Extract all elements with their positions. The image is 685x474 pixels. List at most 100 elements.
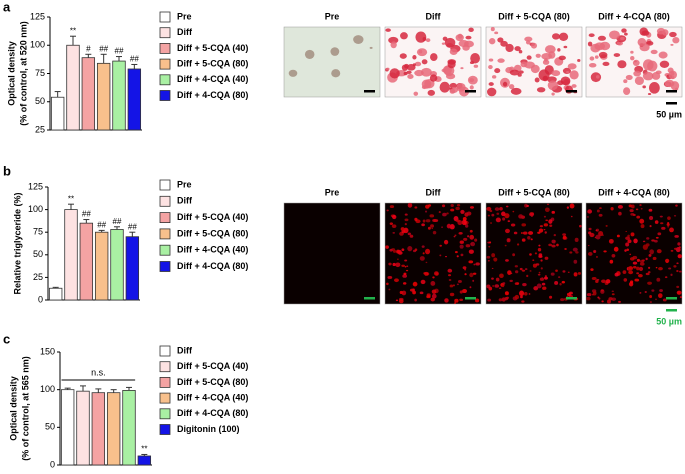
cell xyxy=(519,267,523,271)
cell xyxy=(624,249,627,252)
cell xyxy=(412,55,417,60)
cell xyxy=(505,228,510,234)
cell xyxy=(645,272,650,276)
y-axis-label: Relative triglyceride (%) xyxy=(12,192,22,294)
cell xyxy=(432,276,435,279)
error-bar xyxy=(141,453,148,456)
cell xyxy=(518,70,524,74)
cell xyxy=(651,72,661,80)
image-label: Diff + 5-CQA (80) xyxy=(498,11,569,21)
panel-label: a xyxy=(3,0,11,14)
bar xyxy=(64,209,78,301)
cell xyxy=(406,70,412,75)
cell xyxy=(439,81,450,93)
cell xyxy=(388,262,392,266)
cell xyxy=(625,74,633,80)
cell xyxy=(638,274,643,278)
cell xyxy=(389,68,400,79)
legend-swatch xyxy=(159,212,171,224)
image-bg xyxy=(283,202,381,305)
cell xyxy=(543,215,546,218)
cell xyxy=(487,259,490,262)
significance: ## xyxy=(97,221,106,230)
cell xyxy=(465,244,471,248)
cell xyxy=(521,269,526,272)
cell xyxy=(420,67,432,77)
error-bar xyxy=(52,286,59,289)
cell xyxy=(667,216,671,220)
cell xyxy=(486,255,491,259)
cell xyxy=(636,258,640,262)
legend-label: Diff + 5-CQA (80) xyxy=(177,377,248,387)
cell xyxy=(507,220,511,223)
cell xyxy=(656,249,662,254)
legend-swatch xyxy=(159,11,171,23)
image-label: Diff + 4-CQA (80) xyxy=(598,187,669,197)
cell xyxy=(649,216,654,220)
error-bar xyxy=(64,387,71,390)
error-bar xyxy=(85,53,92,58)
cell xyxy=(510,223,516,227)
cell xyxy=(501,284,505,288)
cell xyxy=(530,215,533,217)
cell xyxy=(513,231,518,235)
scale-label: 50 µm xyxy=(656,109,682,119)
bar xyxy=(122,390,136,466)
cell xyxy=(632,213,636,216)
cell xyxy=(392,232,396,234)
y-tick-label: 100 xyxy=(28,204,43,214)
cell xyxy=(588,33,595,38)
cell xyxy=(648,266,651,269)
cell xyxy=(467,75,478,85)
cell xyxy=(414,298,417,302)
cell xyxy=(618,300,621,303)
cell xyxy=(404,218,409,222)
cell xyxy=(647,281,652,285)
legend-swatch xyxy=(159,424,171,435)
cell xyxy=(611,290,614,293)
cell xyxy=(425,261,428,264)
cell xyxy=(446,212,449,215)
cell xyxy=(553,233,556,237)
legend-label: Diff xyxy=(177,196,193,206)
cell xyxy=(491,75,497,79)
cell xyxy=(462,289,468,294)
cell xyxy=(469,206,475,209)
error-bar xyxy=(83,219,90,224)
cell xyxy=(573,259,578,264)
cell xyxy=(642,240,646,243)
cell xyxy=(559,283,562,286)
cell xyxy=(507,270,512,275)
cell xyxy=(595,75,600,79)
cell xyxy=(542,286,547,290)
image-label: Pre xyxy=(325,11,340,21)
cell xyxy=(649,301,652,303)
cell xyxy=(429,74,438,82)
cell xyxy=(444,37,456,48)
cell xyxy=(439,244,442,247)
legend-swatch xyxy=(159,408,171,420)
y-tick-label: 150 xyxy=(40,346,55,356)
cell xyxy=(519,290,525,297)
cell xyxy=(648,208,653,212)
cell xyxy=(588,227,592,231)
cell xyxy=(442,212,447,217)
cell xyxy=(469,272,474,278)
cell xyxy=(456,204,461,207)
cell xyxy=(521,223,527,227)
cell xyxy=(521,300,525,303)
cell xyxy=(629,257,635,261)
cell xyxy=(470,241,476,247)
image-bg xyxy=(585,202,683,305)
cell xyxy=(544,256,549,260)
cell xyxy=(597,35,606,41)
cell xyxy=(464,273,467,276)
cell xyxy=(563,45,568,49)
cell xyxy=(400,227,405,231)
cell xyxy=(514,46,521,52)
cell xyxy=(654,220,659,224)
cell xyxy=(538,255,543,258)
cell xyxy=(670,228,674,231)
cell xyxy=(526,204,530,207)
legend-swatch xyxy=(159,90,171,101)
